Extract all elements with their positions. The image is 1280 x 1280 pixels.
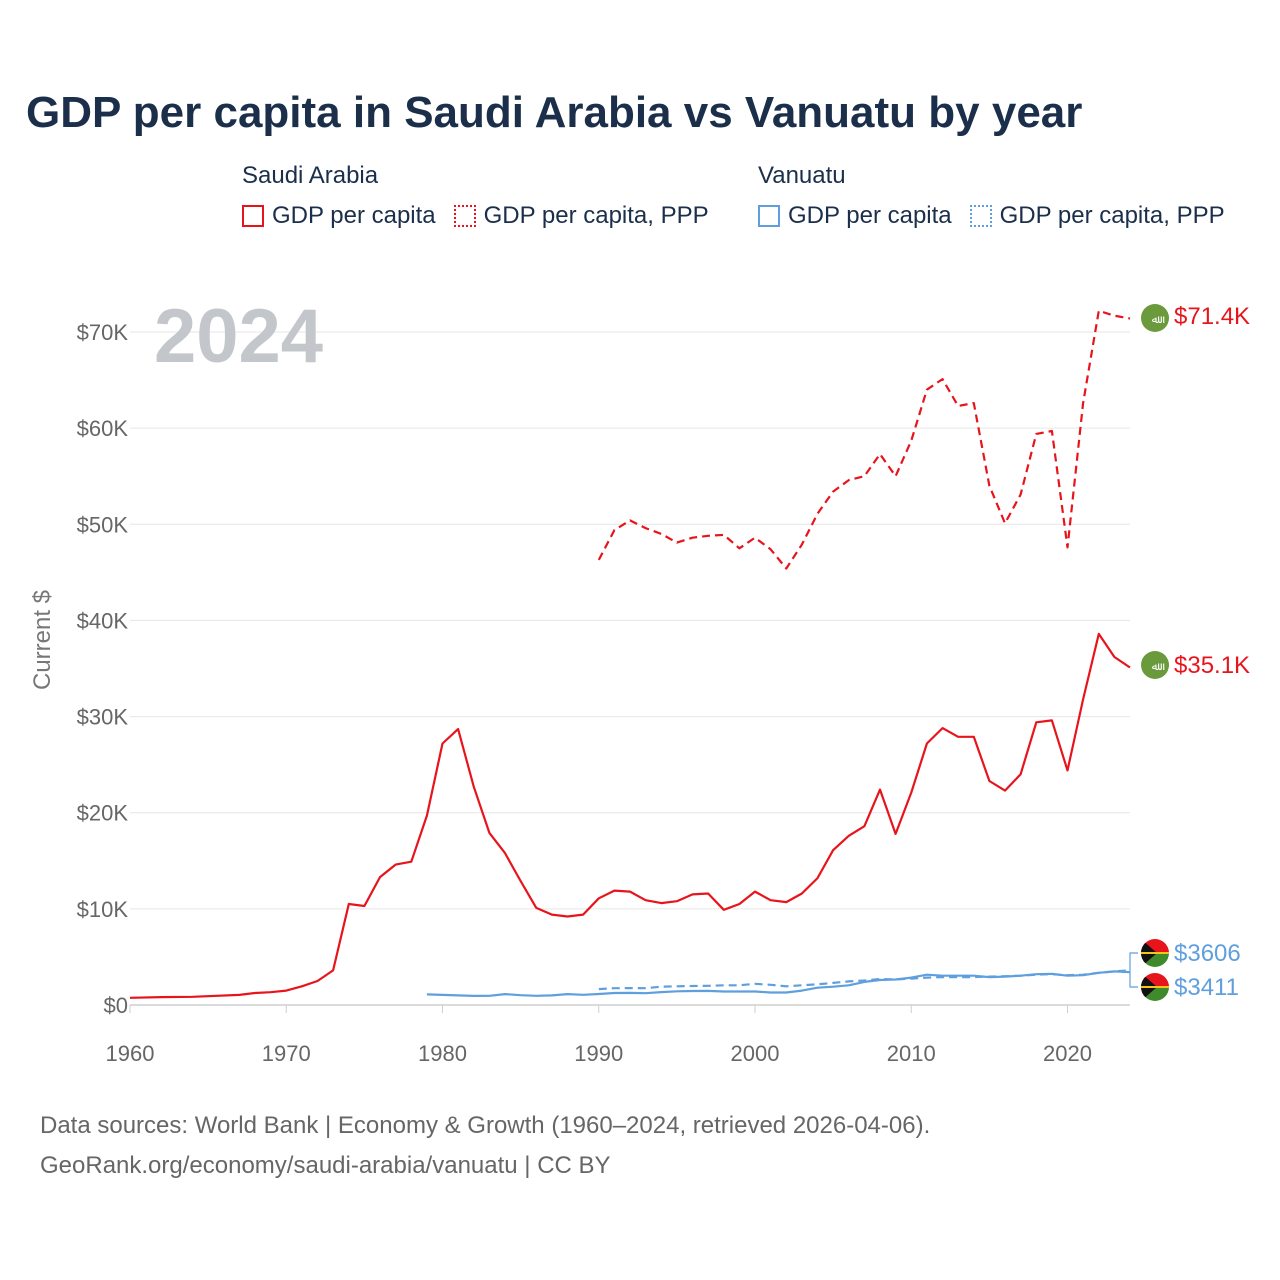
saudi-flag-icon: ﷲ [1141,651,1169,679]
legend-group-vanuatu: Vanuatu GDP per capita GDP per capita, P… [758,162,1225,230]
series-line-1 [597,309,1131,570]
saudi-flag-icon: ﷲ [1141,304,1169,332]
legend-swatch-solid [758,205,780,227]
x-tick-label: 1970 [262,1041,311,1066]
y-tick-label: $10K [77,897,129,922]
end-markers: ﷲ ﷲ [1129,304,1169,1001]
series-line-2 [426,970,1131,997]
legend-group-saudi-arabia: Saudi Arabia GDP per capita GDP per capi… [242,162,709,230]
legend-item-vanuatu-gdp-ppp[interactable]: GDP per capita, PPP [969,202,1225,230]
y-tick-label: $20K [77,801,129,826]
x-tick-label: 1980 [418,1041,467,1066]
vanuatu-flag-icon [1141,939,1169,967]
y-axis: $0 $10K $20K $30K $40K $50K $60K $70K [77,320,129,1018]
legend-group-title: Vanuatu [758,162,846,189]
data-source-note: Data sources: World Bank | Economy & Gro… [40,1106,930,1186]
grid-lines [130,331,1130,1006]
source-link[interactable]: GeoRank.org/economy/saudi-arabia/vanuatu… [40,1152,611,1179]
legend-group-title: Saudi Arabia [242,162,379,189]
x-tick-label: 1960 [106,1041,155,1066]
y-tick-label: $40K [77,608,129,633]
source-line: Data sources: World Bank | Economy & Gro… [40,1112,931,1139]
y-tick-label: $70K [77,320,129,345]
series-lines [129,309,1131,999]
x-tick-label: 2010 [887,1041,936,1066]
end-label-saudi-ppp: $71.4K [1174,303,1250,330]
y-axis-label: Current $ [29,590,56,690]
legend-swatch-dotted [969,205,992,227]
legend-label: GDP per capita, PPP [999,202,1225,229]
end-label-saudi-gdp: $35.1K [1174,652,1250,679]
chart-title: GDP per capita in Saudi Arabia vs Vanuat… [26,88,1083,137]
y-tick-label: $0 [104,993,128,1018]
legend-item-vanuatu-gdp[interactable]: GDP per capita [758,202,952,230]
legend-swatch-dotted [453,205,476,227]
y-tick-label: $60K [77,416,129,441]
series-line-3 [598,969,1131,991]
end-label-vanuatu-ppp: $3606 [1174,940,1241,967]
end-label-vanuatu-gdp: $3411 [1174,974,1239,1001]
year-watermark: 2024 [154,294,323,379]
legend-label: GDP per capita, PPP [483,202,709,229]
legend-label: GDP per capita [272,202,436,229]
legend-label: GDP per capita [788,202,952,229]
x-axis: 1960 1970 1980 1990 2000 2010 2020 [106,1005,1092,1066]
x-tick-label: 2000 [731,1041,780,1066]
y-tick-label: $50K [77,512,129,537]
y-tick-label: $30K [77,705,129,730]
legend-item-saudi-gdp-ppp[interactable]: GDP per capita, PPP [453,202,709,230]
series-line-0 [129,632,1131,999]
legend-swatch-solid [242,205,264,227]
x-tick-label: 2020 [1043,1041,1092,1066]
vanuatu-flag-icon [1141,973,1169,1001]
legend-item-saudi-gdp[interactable]: GDP per capita [242,202,436,230]
label-connector [1129,952,1138,988]
x-tick-label: 1990 [574,1041,623,1066]
line-chart: $0$10K$20K$30K$40K$50K$60K$70K 1960 1970 1… [29,294,1250,1066]
